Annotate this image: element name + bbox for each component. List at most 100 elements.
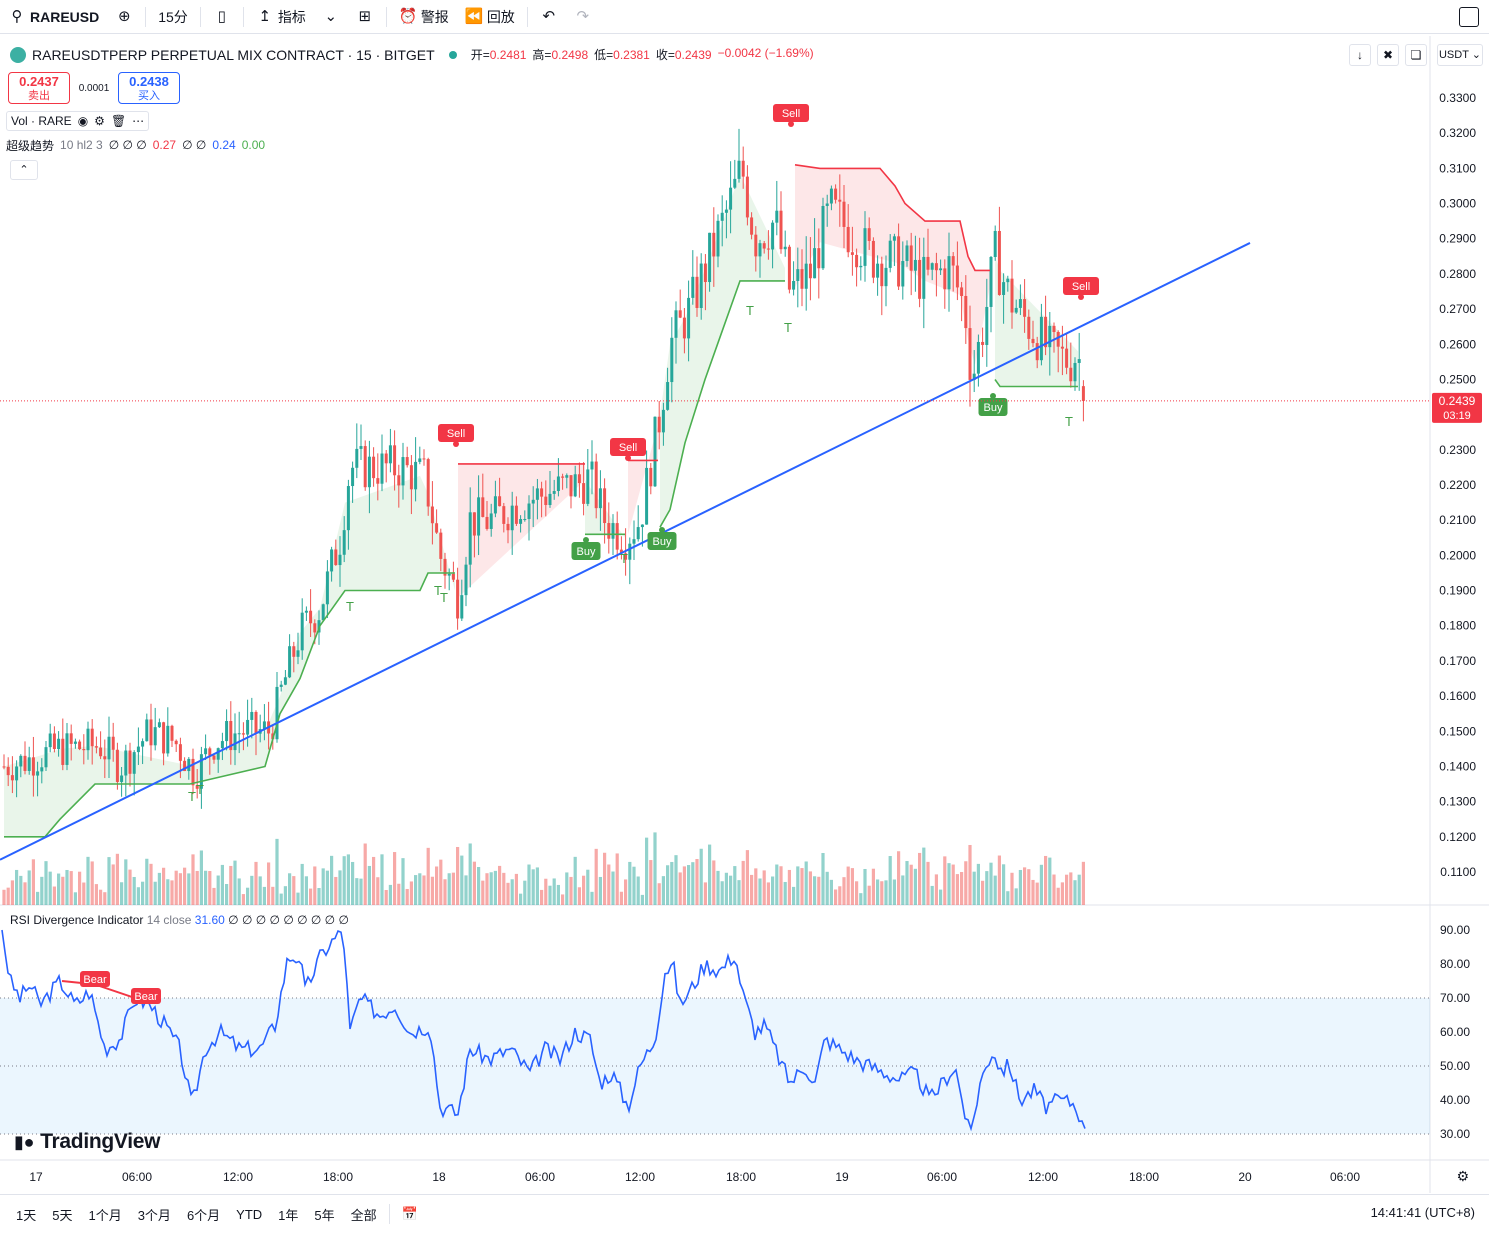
volume-bar (90, 861, 94, 905)
range-button[interactable]: 1天 (16, 1207, 37, 1223)
volume-bar (544, 878, 548, 905)
volume-bar (73, 892, 77, 905)
chart-type-button[interactable]: ▯ (205, 0, 239, 34)
supertrend-legend[interactable]: 超级趋势 10 hl2 3 ∅ ∅ ∅ 0.27 ∅ ∅ 0.24 0.00 (6, 135, 265, 155)
volume-bar (737, 880, 741, 905)
candle-body (65, 733, 69, 765)
more-icon[interactable]: ⋯ (132, 114, 145, 128)
axis-settings-button[interactable]: ⚙ (1456, 1168, 1469, 1185)
volume-bar (1031, 879, 1035, 905)
candle-body (981, 341, 985, 345)
sell-label: 卖出 (28, 90, 50, 102)
clock[interactable]: 14:41:41 (UTC+8) (1370, 1205, 1475, 1220)
bear-label: Bear (83, 974, 107, 986)
candle-body (418, 458, 422, 462)
search-icon: ⚲ (11, 7, 23, 25)
take-profit-marker: T (188, 789, 196, 804)
candle-body (918, 259, 922, 299)
alert-button[interactable]: ⏰ 警报 (391, 0, 457, 34)
tradingview-logo[interactable]: ▮● TradingView (14, 1130, 161, 1154)
layouts-button[interactable]: ⊞ (348, 0, 382, 34)
range-button[interactable]: 1年 (278, 1207, 299, 1223)
volume-bar (220, 864, 224, 905)
collapse-pane-button[interactable]: ✖ (1377, 44, 1399, 66)
candle-body (611, 523, 615, 539)
symbol-label: RAREUSD (30, 8, 100, 25)
volume-bar (132, 876, 136, 905)
candle-body (821, 205, 825, 269)
range-button[interactable]: 1个月 (88, 1207, 122, 1223)
divider (388, 1204, 390, 1224)
volume-bar (922, 847, 926, 905)
volume-bar (661, 876, 665, 905)
volume-bar (111, 864, 115, 905)
symbol-title[interactable]: RAREUSDTPERP PERPETUAL MIX CONTRACT · 15… (32, 46, 435, 63)
candle-body (867, 228, 871, 241)
rsi-empty-values: ∅ ∅ ∅ ∅ ∅ ∅ ∅ ∅ ∅ (228, 913, 349, 927)
volume-bar (204, 870, 208, 905)
volume-bar (1027, 869, 1031, 905)
candle-body (342, 530, 346, 555)
maximize-icon: ❏ (1410, 48, 1422, 62)
candle-body (288, 646, 292, 678)
candle-body (405, 457, 409, 466)
range-button[interactable]: YTD (236, 1206, 263, 1222)
replay-button[interactable]: ⏪ 回放 (457, 0, 523, 34)
volume-bar (930, 885, 934, 905)
candle-body (926, 256, 930, 270)
supertrend-line (4, 164, 1078, 838)
range-button[interactable]: 5年 (314, 1207, 335, 1223)
replay-label: 回放 (486, 8, 515, 25)
range-button[interactable]: 3个月 (137, 1207, 171, 1223)
collapse-legend-button[interactable]: ⌃ (10, 160, 38, 180)
interval-button[interactable]: 15分 (150, 0, 196, 34)
volume-bar (519, 893, 523, 905)
candle-body (884, 267, 888, 287)
scroll-down-button[interactable]: ↓ (1349, 44, 1371, 66)
candle-body (825, 203, 829, 206)
range-button[interactable]: 全部 (350, 1207, 377, 1223)
currency-selector[interactable]: USDT ⌄ (1437, 44, 1483, 66)
volume-bar (15, 869, 19, 905)
supertrend-up (4, 572, 455, 838)
goto-date-button[interactable]: 📅 (394, 1206, 426, 1222)
candle-body (930, 263, 934, 270)
candle-body (846, 226, 850, 253)
volume-bar (674, 855, 678, 905)
sell-button[interactable]: 0.2437 卖出 (8, 72, 70, 104)
price-tick-label: 0.2100 (1439, 513, 1476, 527)
candle-body (254, 711, 258, 734)
volume-bar (262, 886, 266, 905)
trash-icon[interactable]: 🗑 (110, 114, 127, 128)
supertrend-value-1: 0.27 (152, 138, 177, 152)
candle-body (149, 719, 153, 746)
settings-icon[interactable]: ⚙ (94, 114, 105, 128)
compare-button[interactable]: ⊕ (107, 0, 141, 34)
eye-icon[interactable]: ◉ (77, 114, 89, 128)
candle-body (103, 756, 107, 760)
redo-button[interactable]: ↷ (566, 0, 600, 34)
price-tick-label: 0.2500 (1439, 372, 1476, 386)
candle-body (460, 595, 464, 619)
bottom-toolbar: 1天 5天 1个月 3个月 6个月 YTD 1年 5年 全部 📅 14:41:41 (UTC+8… (0, 1194, 1489, 1233)
time-tick-label: 06:00 (1330, 1170, 1360, 1184)
rsi-legend[interactable]: RSI Divergence Indicator 14 close 31.60 … (10, 913, 349, 927)
indicators-dropdown[interactable]: ⌄ (314, 0, 348, 34)
volume-indicator-legend[interactable]: Vol · RARE ◉ ⚙ 🗑 ⋯ (6, 111, 150, 131)
volume-bar (657, 883, 661, 905)
rsi-tick-label: 60.00 (1440, 1025, 1470, 1039)
symbol-search[interactable]: ⚲ RAREUSD (0, 0, 107, 34)
range-button[interactable]: 6个月 (186, 1207, 221, 1223)
fullscreen-button[interactable] (1459, 7, 1479, 27)
maximize-pane-button[interactable]: ❏ (1405, 44, 1427, 66)
volume-bar (561, 894, 565, 905)
candle-body (682, 317, 686, 339)
indicators-button[interactable]: ↥ 指标 (248, 0, 314, 34)
range-button[interactable]: 5天 (52, 1207, 73, 1223)
candle-body (913, 259, 917, 271)
undo-button[interactable]: ↶ (532, 0, 566, 34)
candle-body (78, 741, 82, 750)
volume-bar (884, 880, 888, 905)
buy-button[interactable]: 0.2438 买入 (118, 72, 180, 104)
